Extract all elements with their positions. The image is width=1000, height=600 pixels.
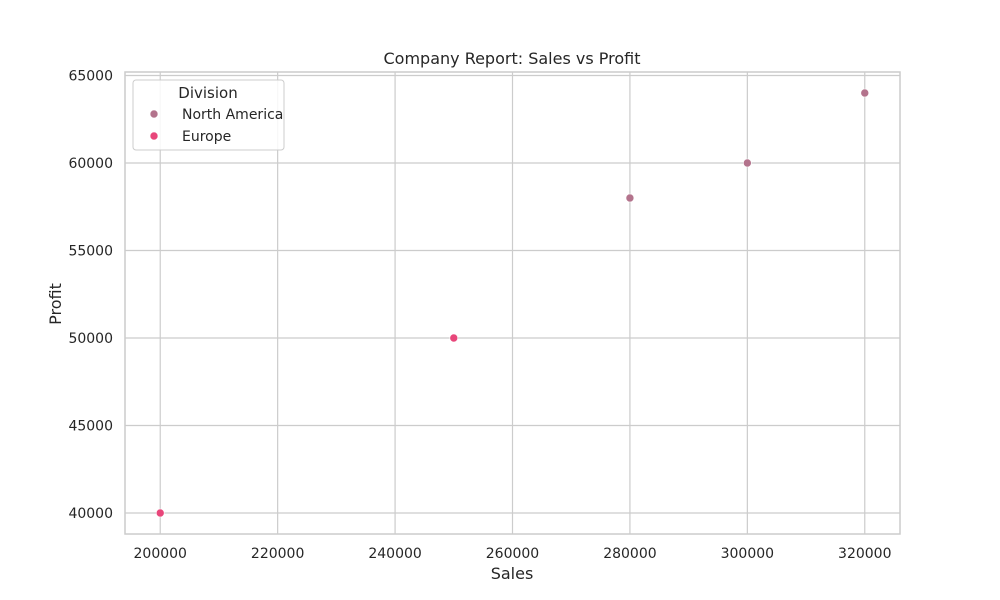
y-tick-label: 45000 [68,419,113,435]
x-tick-label: 260000 [486,546,539,562]
x-tick-label: 320000 [838,546,891,562]
data-point [860,88,870,98]
grid [125,72,900,534]
tick-labels: 200000 220000 240000 260000 280000 300000 3200… [68,69,891,563]
x-tick-label: 200000 [134,546,187,562]
x-tick-label: 240000 [368,546,421,562]
plot-border [124,71,901,535]
data-point [743,158,752,168]
y-tick-label: 50000 [68,331,113,347]
legend-title: Division [178,84,237,102]
plot-frame [124,71,901,535]
x-tick-label: 280000 [603,546,656,562]
x-tick-label: 300000 [721,546,774,562]
legend-entries: North America Europe [149,107,283,145]
legend-label: North America [182,107,283,123]
chart-title: Company Report: Sales vs Profit [383,49,640,68]
data-point [625,193,635,203]
x-axis-label: Sales [491,564,534,583]
data-points [155,88,870,518]
x-tick-label: 220000 [251,546,304,562]
legend-marker [149,109,159,119]
y-tick-label: 60000 [68,156,113,172]
y-tick-label: 65000 [68,69,113,85]
legend-box [132,79,285,151]
legend-label: Europe [182,129,231,145]
legend: Division North America Europe [132,79,285,151]
legend-marker [149,131,159,141]
y-tick-label: 40000 [68,506,113,522]
data-point [449,333,459,343]
y-tick-label: 55000 [68,244,113,260]
data-point [155,508,165,518]
y-axis-label: Profit [46,283,65,325]
